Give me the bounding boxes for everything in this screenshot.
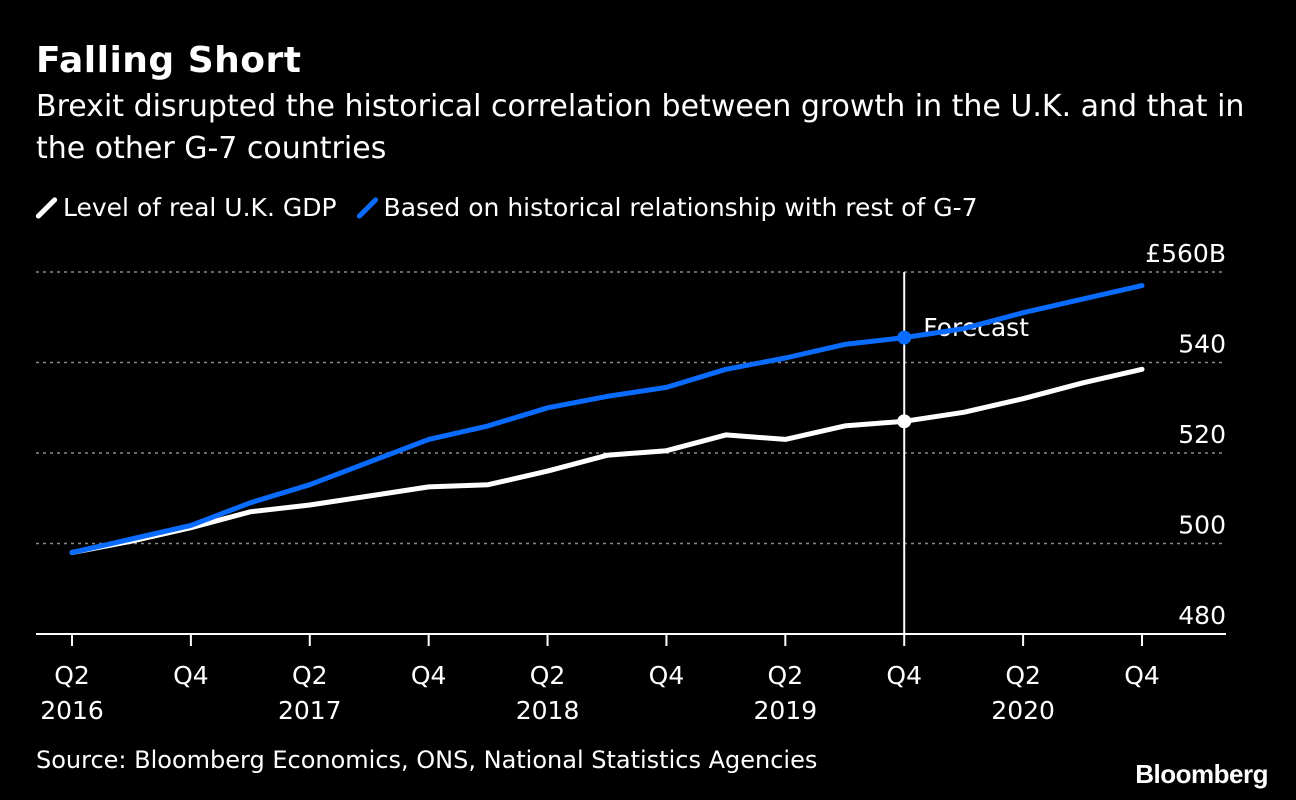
legend-label-uk-gdp: Level of real U.K. GDP — [63, 193, 337, 222]
x-tick-label-year: 2016 — [40, 696, 104, 725]
series-line-uk-gdp — [69, 366, 1145, 555]
y-tick-label-520: 520 — [1178, 420, 1226, 449]
legend-item-uk-gdp: Level of real U.K. GDP — [34, 193, 337, 222]
x-tick-label-year: 2018 — [516, 696, 580, 725]
x-tick-label-quarter: Q4 — [411, 661, 447, 690]
legend: Level of real U.K. GDP Based on historic… — [34, 193, 998, 222]
x-tick-label-quarter: Q2 — [530, 661, 566, 690]
x-tick-label-quarter: Q4 — [649, 661, 685, 690]
source-note: Source: Bloomberg Economics, ONS, Nation… — [36, 746, 818, 774]
x-tick-label-quarter: Q2 — [292, 661, 328, 690]
chart-subtitle: Brexit disrupted the historical correlat… — [36, 89, 1245, 166]
x-tick-label-quarter: Q4 — [173, 661, 209, 690]
chart-title: Falling Short — [36, 40, 302, 81]
x-tick-label-quarter: Q4 — [1124, 661, 1160, 690]
x-tick-label-year: 2020 — [991, 696, 1055, 725]
forecast-point-uk-gdp — [897, 414, 912, 429]
legend-item-g7: Based on historical relationship with re… — [355, 193, 978, 222]
y-tick-label-500: 500 — [1178, 511, 1226, 540]
x-tick-label-quarter: Q2 — [1005, 661, 1041, 690]
y-tick-label-540: 540 — [1178, 330, 1226, 359]
x-tick-label-year: 2019 — [754, 696, 818, 725]
legend-label-g7: Based on historical relationship with re… — [383, 193, 978, 222]
forecast-point-g7-relationship — [897, 330, 912, 345]
y-tick-label-480: 480 — [1178, 601, 1226, 630]
x-tick-label-quarter: Q4 — [886, 661, 922, 690]
x-tick-label-quarter: Q2 — [768, 661, 804, 690]
series-line-g7-relationship — [69, 283, 1145, 555]
y-tick-label-560: £560B — [1145, 239, 1226, 268]
x-tick-label-quarter: Q2 — [54, 661, 90, 690]
bloomberg-logo: Bloomberg — [1135, 759, 1268, 789]
x-tick-label-year: 2017 — [278, 696, 342, 725]
